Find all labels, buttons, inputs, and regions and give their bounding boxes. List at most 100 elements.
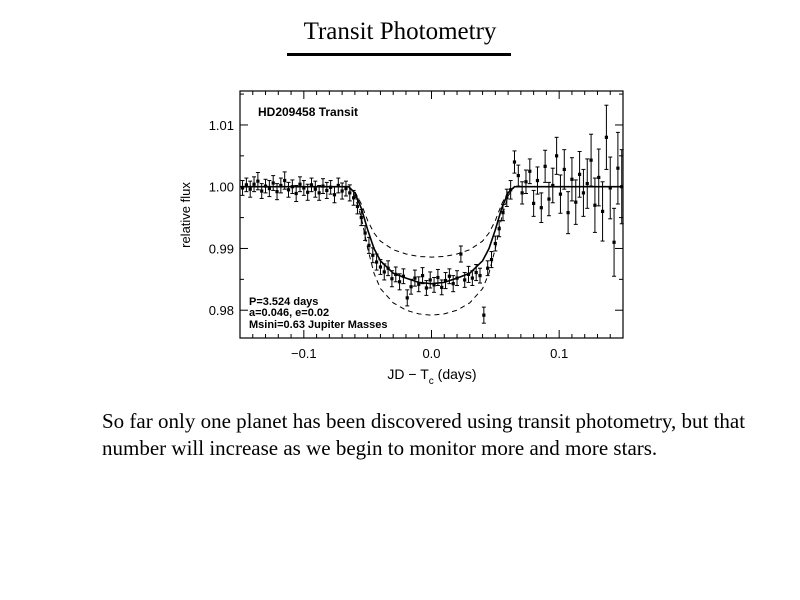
data-point (435, 268, 440, 287)
data-point (424, 280, 429, 296)
data-point (409, 278, 414, 295)
data-point (255, 172, 260, 191)
data-point (347, 184, 352, 202)
data-point (263, 178, 268, 194)
point-marker (298, 182, 302, 186)
data-point (585, 158, 590, 209)
point-marker (332, 193, 337, 197)
data-point (286, 181, 291, 198)
data-point (539, 192, 544, 224)
data-point (355, 198, 360, 215)
data-point (569, 157, 574, 202)
point-marker (466, 272, 471, 276)
point-marker (463, 278, 467, 282)
point-marker (455, 276, 459, 280)
data-point (612, 207, 617, 277)
data-point (500, 204, 505, 222)
x-tick-label: −0.1 (291, 346, 317, 361)
data-point (363, 225, 368, 241)
data-point (374, 253, 379, 271)
data-points (240, 104, 624, 324)
data-point (370, 247, 375, 264)
data-point (458, 245, 463, 263)
data-point (252, 176, 257, 193)
point-marker (547, 197, 551, 201)
data-point (527, 158, 532, 185)
point-marker (340, 189, 344, 193)
data-point (282, 171, 287, 190)
data-point (240, 180, 245, 196)
data-point (351, 189, 356, 206)
y-tick-label: 1.00 (209, 180, 234, 195)
data-point (554, 136, 559, 175)
point-marker (394, 272, 398, 276)
data-point (546, 181, 551, 217)
data-point (278, 177, 283, 194)
data-point (474, 264, 479, 282)
point-marker (279, 183, 283, 188)
data-point (359, 209, 364, 227)
point-marker (294, 191, 298, 196)
point-marker (302, 186, 306, 190)
point-marker (516, 173, 520, 178)
chart-title: HD209458 Transit (258, 105, 358, 119)
data-point (447, 268, 452, 285)
data-point (443, 272, 448, 290)
point-marker (551, 183, 555, 188)
data-point (336, 177, 341, 194)
point-marker (352, 196, 356, 200)
x-axis-label-suffix: (days) (434, 366, 477, 382)
point-marker (600, 209, 605, 214)
annotation-line-1: P=3.524 days (249, 296, 318, 308)
data-point (562, 149, 567, 190)
point-marker (470, 276, 474, 280)
data-point (309, 177, 314, 193)
point-marker (581, 191, 586, 195)
data-point (485, 260, 490, 277)
data-point (619, 149, 624, 225)
data-point (267, 180, 272, 198)
slide-title: Transit Photometry (303, 18, 497, 45)
point-marker (263, 184, 268, 188)
point-marker (539, 206, 543, 210)
data-point (405, 289, 410, 307)
data-point (420, 267, 425, 285)
point-marker (509, 188, 513, 192)
data-point (481, 306, 486, 324)
point-marker (367, 243, 371, 247)
x-axis-label-subscript: c (429, 376, 434, 387)
y-tick-label: 0.98 (209, 303, 234, 318)
point-marker (543, 164, 547, 168)
point-marker (493, 241, 497, 246)
x-axis-label: JD − Tc (days) (387, 366, 476, 387)
point-marker (585, 182, 589, 186)
point-marker (413, 276, 417, 280)
data-point (328, 180, 333, 195)
data-point (504, 188, 509, 207)
data-point (615, 131, 620, 205)
data-point (462, 272, 467, 288)
data-point (558, 174, 563, 214)
point-marker (417, 282, 421, 286)
point-marker (593, 203, 597, 207)
point-marker (271, 181, 275, 185)
point-marker (256, 179, 260, 183)
point-marker (620, 185, 624, 189)
x-tick-label: 0.1 (550, 346, 568, 361)
data-point (577, 151, 582, 198)
point-marker (428, 278, 432, 282)
data-point (478, 267, 483, 284)
annotation-line-3: Msini=0.63 Jupiter Masses (249, 319, 387, 331)
data-point (451, 275, 456, 293)
point-marker (420, 274, 425, 278)
point-marker (443, 278, 448, 283)
data-point (416, 276, 421, 293)
data-point (320, 178, 325, 195)
point-marker (375, 260, 379, 264)
point-marker (252, 182, 256, 186)
data-point (393, 266, 398, 283)
x-tick-label: 0.0 (422, 346, 440, 361)
data-point (543, 149, 548, 183)
point-marker (405, 296, 409, 300)
data-point (493, 235, 498, 252)
